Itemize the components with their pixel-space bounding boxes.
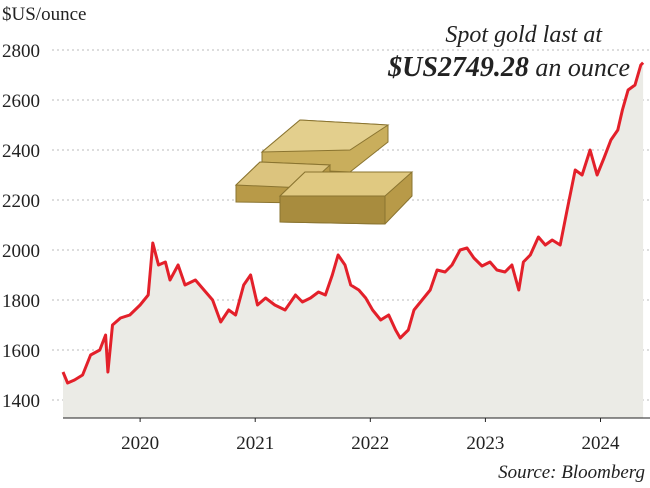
gold-bars-illustration [234, 119, 414, 225]
x-tick-label: 2020 [121, 433, 159, 454]
annotation: Spot gold last at [445, 22, 603, 48]
annotation: $US2749.28 an ounce [387, 52, 630, 83]
y-tick-label: 2200 [2, 191, 40, 212]
y-tick-label: 2800 [2, 41, 40, 62]
y-tick-label: 1400 [2, 391, 40, 412]
annotation-value: $US2749.28 [387, 52, 529, 83]
x-tick-label: 2023 [466, 433, 504, 454]
y-axis-label: $US/ounce [2, 4, 86, 25]
y-tick-label: 1600 [2, 341, 40, 362]
x-tick-label: 2021 [236, 433, 274, 454]
y-tick-label: 2000 [2, 241, 40, 262]
plot: 1400 1600 1800 2000 2200 2400 2600 2800 2020 2021… [2, 41, 650, 454]
x-tick-label: 2024 [582, 433, 621, 454]
annotation: an ounce [535, 53, 630, 82]
y-tick-label: 1800 [2, 291, 40, 312]
x-tick-label: 2022 [351, 433, 389, 454]
y-tick-label: 2400 [2, 141, 40, 162]
price-line [61, 61, 645, 385]
source: Source: Bloomberg [498, 462, 645, 483]
area [63, 62, 644, 418]
y-tick-label: 2600 [2, 91, 40, 112]
